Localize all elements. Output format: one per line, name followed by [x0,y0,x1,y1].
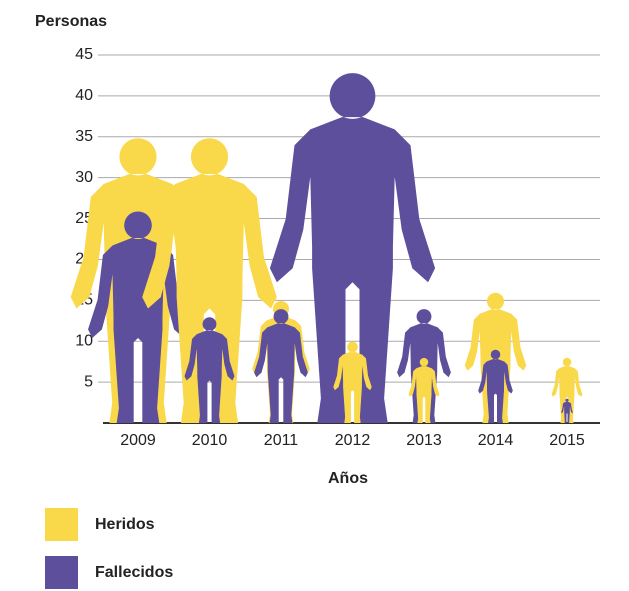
x-tick-label: 2015 [549,432,585,449]
y-axis-title: Personas [35,13,107,30]
legend-label: Heridos [95,516,155,533]
y-tick-label: 5 [84,373,93,390]
x-tick-label: 2012 [335,432,371,449]
x-tick-label: 2009 [120,432,156,449]
x-tick-label: 2013 [406,432,442,449]
x-axis-title: Años [328,470,368,487]
y-tick-label: 35 [75,128,93,145]
x-tick-label: 2014 [478,432,514,449]
x-tick-label: 2011 [264,432,299,449]
figure [88,211,188,423]
legend-label: Fallecidos [95,564,173,581]
legend-swatch [45,556,78,589]
y-tick-label: 10 [75,332,93,349]
x-tick-label: 2010 [192,432,228,449]
figure [552,358,583,423]
chart: Personas Años 51015202530354045200920102… [0,0,629,591]
y-tick-label: 40 [75,87,93,104]
legend-swatch [45,508,78,541]
y-tick-label: 45 [75,46,93,63]
y-tick-label: 30 [75,169,93,186]
